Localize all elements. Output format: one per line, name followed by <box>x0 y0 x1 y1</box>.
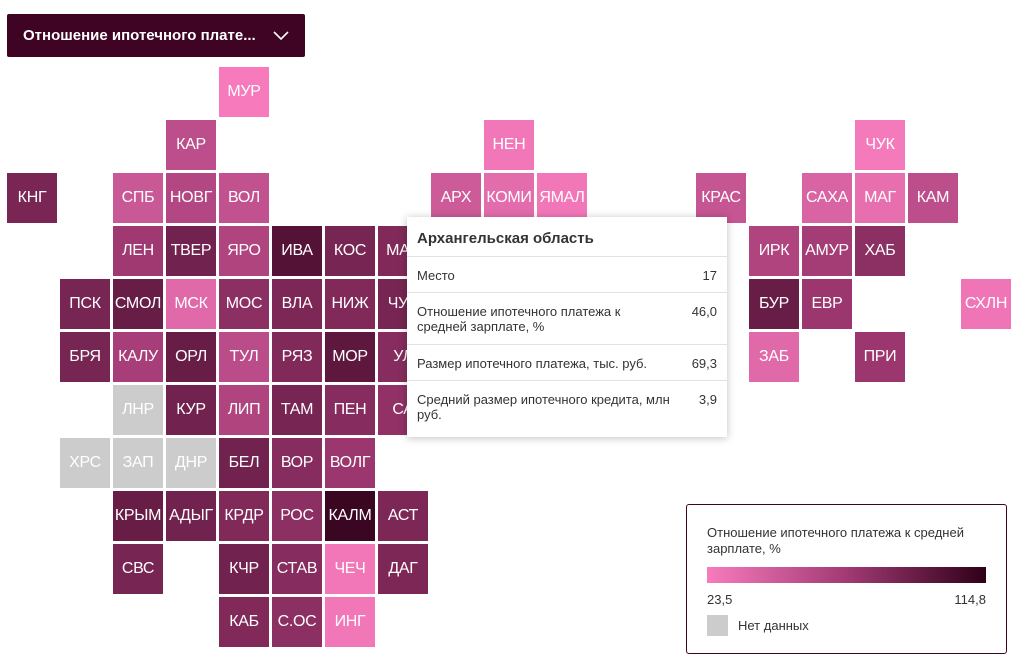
region-tile[interactable]: КОС <box>325 226 375 276</box>
region-tile[interactable]: АСТ <box>378 491 428 541</box>
tooltip-row-label: Отношение ипотечного платежа к средней з… <box>417 304 621 334</box>
region-tile[interactable]: АДЫГ <box>166 491 216 541</box>
region-tile[interactable]: ОРЛ <box>166 332 216 382</box>
region-tile[interactable]: МСК <box>166 279 216 329</box>
region-tile[interactable]: ДАГ <box>378 544 428 594</box>
region-tile[interactable]: ЗАП <box>113 438 163 488</box>
region-tile[interactable]: МОС <box>219 279 269 329</box>
tooltip-title: Архангельская область <box>407 217 727 257</box>
region-tile[interactable]: БЕЛ <box>219 438 269 488</box>
region-tile[interactable]: СМОЛ <box>113 279 163 329</box>
region-tile[interactable]: С.ОС <box>272 597 322 647</box>
legend-max-label: 114,8 <box>954 592 986 607</box>
region-tile[interactable]: ЛЕН <box>113 226 163 276</box>
region-tile[interactable]: ТВЕР <box>166 226 216 276</box>
region-tile[interactable]: КАР <box>166 120 216 170</box>
legend-min-label: 23,5 <box>707 592 733 607</box>
legend-nodata-label: Нет данных <box>738 618 809 633</box>
region-tile[interactable]: МУР <box>219 67 269 117</box>
region-tile[interactable]: НЕН <box>484 120 534 170</box>
region-tile[interactable]: СТАВ <box>272 544 322 594</box>
region-tile[interactable]: МОР <box>325 332 375 382</box>
region-tile[interactable]: ЛНР <box>113 385 163 435</box>
legend-gradient-bar <box>707 567 986 583</box>
region-tile[interactable]: ТУЛ <box>219 332 269 382</box>
region-tile[interactable]: САХА <box>802 173 852 223</box>
region-tile[interactable]: НОВГ <box>166 173 216 223</box>
region-tile[interactable]: ИРК <box>749 226 799 276</box>
region-tile[interactable]: ХАБ <box>855 226 905 276</box>
region-tile[interactable]: ПЕН <box>325 385 375 435</box>
region-tile[interactable]: МАГ <box>855 173 905 223</box>
region-tile[interactable]: АМУР <box>802 226 852 276</box>
tooltip-row-value: 46,0 <box>691 304 717 319</box>
color-legend: Отношение ипотечного платежа к средней з… <box>686 504 1007 654</box>
region-tile[interactable]: РОС <box>272 491 322 541</box>
region-tile[interactable]: КАБ <box>219 597 269 647</box>
nodata-swatch <box>707 615 728 636</box>
legend-title: Отношение ипотечного платежа к средней з… <box>707 525 964 556</box>
tooltip-row-credit: Средний размер ипотечного кредита, млн р… <box>407 381 727 435</box>
region-tile[interactable]: ЕВР <box>802 279 852 329</box>
region-tile[interactable]: КУР <box>166 385 216 435</box>
region-tile[interactable]: КАЛМ <box>325 491 375 541</box>
region-tile[interactable]: ХРС <box>60 438 110 488</box>
region-tile[interactable]: КРЫМ <box>113 491 163 541</box>
region-tile[interactable]: КНГ <box>7 173 57 223</box>
region-tooltip: Архангельская область Место 17 Отношение… <box>407 217 727 437</box>
region-tile[interactable]: ЛИП <box>219 385 269 435</box>
region-tile[interactable]: КАМ <box>908 173 958 223</box>
region-tile[interactable]: ВЛА <box>272 279 322 329</box>
region-tile[interactable]: ЗАБ <box>749 332 799 382</box>
region-tile[interactable]: ЧУК <box>855 120 905 170</box>
region-tile[interactable]: КАЛУ <box>113 332 163 382</box>
region-tile[interactable]: БУР <box>749 279 799 329</box>
region-tile[interactable]: КОМИ <box>484 173 534 223</box>
region-tile[interactable]: ИВА <box>272 226 322 276</box>
region-tile[interactable]: СХЛН <box>961 279 1011 329</box>
region-tile[interactable]: РЯЗ <box>272 332 322 382</box>
region-tile[interactable]: СВС <box>113 544 163 594</box>
tooltip-row-value: 3,9 <box>698 392 717 407</box>
region-tile[interactable]: ТАМ <box>272 385 322 435</box>
region-tile[interactable]: НИЖ <box>325 279 375 329</box>
region-tile[interactable]: КРДР <box>219 491 269 541</box>
tooltip-row-value: 17 <box>702 268 717 283</box>
region-tile[interactable]: ИНГ <box>325 597 375 647</box>
region-tile[interactable]: КРАС <box>696 173 746 223</box>
region-tile[interactable]: ЯРО <box>219 226 269 276</box>
region-tile[interactable]: ВОЛ <box>219 173 269 223</box>
tooltip-row-rank: Место 17 <box>407 257 727 293</box>
region-tile[interactable]: БРЯ <box>60 332 110 382</box>
tooltip-row-label: Размер ипотечного платежа, тыс. руб. <box>417 356 648 371</box>
legend-nodata: Нет данных <box>707 615 986 636</box>
region-tile[interactable]: ВОР <box>272 438 322 488</box>
tooltip-row-label: Место <box>417 268 455 283</box>
region-tile[interactable]: ВОЛГ <box>325 438 375 488</box>
region-tile[interactable]: СПБ <box>113 173 163 223</box>
legend-ticks: 23,5 114,8 <box>707 592 986 607</box>
region-tile[interactable]: АРХ <box>431 173 481 223</box>
tooltip-row-ratio: Отношение ипотечного платежа к средней з… <box>407 293 727 345</box>
dropdown-label: Отношение ипотечного плате... <box>23 27 256 44</box>
region-tile[interactable]: ПСК <box>60 279 110 329</box>
region-tile[interactable]: ЯМАЛ <box>537 173 587 223</box>
region-tile[interactable]: ПРИ <box>855 332 905 382</box>
tooltip-row-payment: Размер ипотечного платежа, тыс. руб. 69,… <box>407 345 727 381</box>
region-tile[interactable]: КЧР <box>219 544 269 594</box>
region-tile[interactable]: ЧЕЧ <box>325 544 375 594</box>
tooltip-row-value: 69,3 <box>691 356 717 371</box>
indicator-dropdown[interactable]: Отношение ипотечного плате... <box>7 14 305 57</box>
region-tile[interactable]: ДНР <box>166 438 216 488</box>
chevron-down-icon <box>273 30 289 40</box>
tooltip-row-label: Средний размер ипотечного кредита, млн р… <box>417 392 670 422</box>
